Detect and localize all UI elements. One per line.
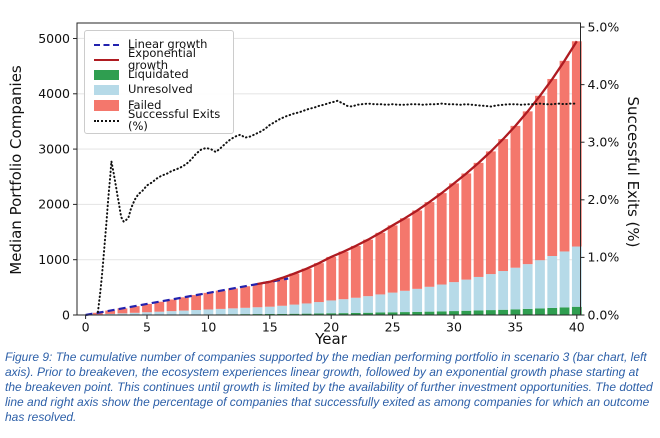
svg-text:5: 5 xyxy=(143,320,151,335)
svg-text:30: 30 xyxy=(446,320,462,335)
axis-ticks: 0 1000 2000 3000 4000 5000 0.0% 1.0% 2.0% 3.0% 4.0… xyxy=(38,19,619,334)
right-axis-title: Successful Exits (%) xyxy=(624,96,642,248)
svg-text:3.0%: 3.0% xyxy=(588,135,620,150)
chart-canvas: 0 1000 2000 3000 4000 5000 0.0% 1.0% 2.0% 3.0% 4.0… xyxy=(38,19,619,334)
svg-text:1000: 1000 xyxy=(38,252,70,267)
legend-item-liquidated: Liquidated xyxy=(94,67,224,82)
svg-text:25: 25 xyxy=(385,320,401,335)
svg-text:3000: 3000 xyxy=(38,141,70,156)
linear-growth-line xyxy=(85,277,289,317)
svg-text:0.0%: 0.0% xyxy=(588,307,620,322)
svg-text:2000: 2000 xyxy=(38,197,70,212)
svg-text:5.0%: 5.0% xyxy=(588,19,620,34)
figure-caption: Figure 9: The cumulative number of compa… xyxy=(5,350,653,424)
svg-text:1.0%: 1.0% xyxy=(588,250,620,265)
legend-label-exponential-growth: Exponential growth xyxy=(128,46,197,72)
linear-growth-dashed-line-swatch-icon xyxy=(94,43,119,46)
plot-border xyxy=(76,22,581,316)
unresolved-color-swatch-icon xyxy=(94,84,119,96)
legend-item-failed: Failed xyxy=(94,98,224,113)
exponential-growth-line xyxy=(257,40,578,286)
liquidated-color-swatch-icon xyxy=(94,69,119,81)
legend-label-linear-growth: Linear growth xyxy=(128,36,208,51)
left-axis-title: Median Portfolio Companies xyxy=(7,65,25,275)
successful-exits-dotted-line xyxy=(96,99,578,314)
svg-text:15: 15 xyxy=(262,320,278,335)
svg-text:35: 35 xyxy=(507,320,523,335)
exponential-growth-line-swatch-icon xyxy=(94,58,119,61)
x-axis-title: Year xyxy=(315,330,347,348)
svg-text:0: 0 xyxy=(82,320,90,335)
svg-text:4000: 4000 xyxy=(38,86,70,101)
legend-item-linear-growth: Linear growth xyxy=(94,37,224,52)
svg-text:4.0%: 4.0% xyxy=(588,77,620,92)
legend-label-liquidated: Liquidated xyxy=(128,67,189,82)
svg-text:5000: 5000 xyxy=(38,31,70,46)
svg-text:0: 0 xyxy=(62,307,70,322)
legend-label-failed: Failed xyxy=(128,97,162,112)
svg-text:20: 20 xyxy=(323,320,339,335)
svg-text:10: 10 xyxy=(200,320,216,335)
successful-exits-dotted-line-swatch-icon xyxy=(94,119,119,122)
failed-color-swatch-icon xyxy=(94,100,119,111)
stacked-bars xyxy=(92,41,582,315)
legend-item-successful-exits: Successful Exits (%) xyxy=(94,108,224,131)
legend-label-unresolved: Unresolved xyxy=(128,82,193,97)
legend-item-exponential-growth: Exponential growth xyxy=(94,48,224,71)
svg-text:2.0%: 2.0% xyxy=(588,192,620,207)
legend-label-successful-exits: Successful Exits (%) xyxy=(128,107,221,133)
legend-item-unresolved: Unresolved xyxy=(94,83,224,98)
svg-text:40: 40 xyxy=(569,320,585,335)
chart-legend: Linear growth Exponential growth Liquida… xyxy=(84,30,234,135)
